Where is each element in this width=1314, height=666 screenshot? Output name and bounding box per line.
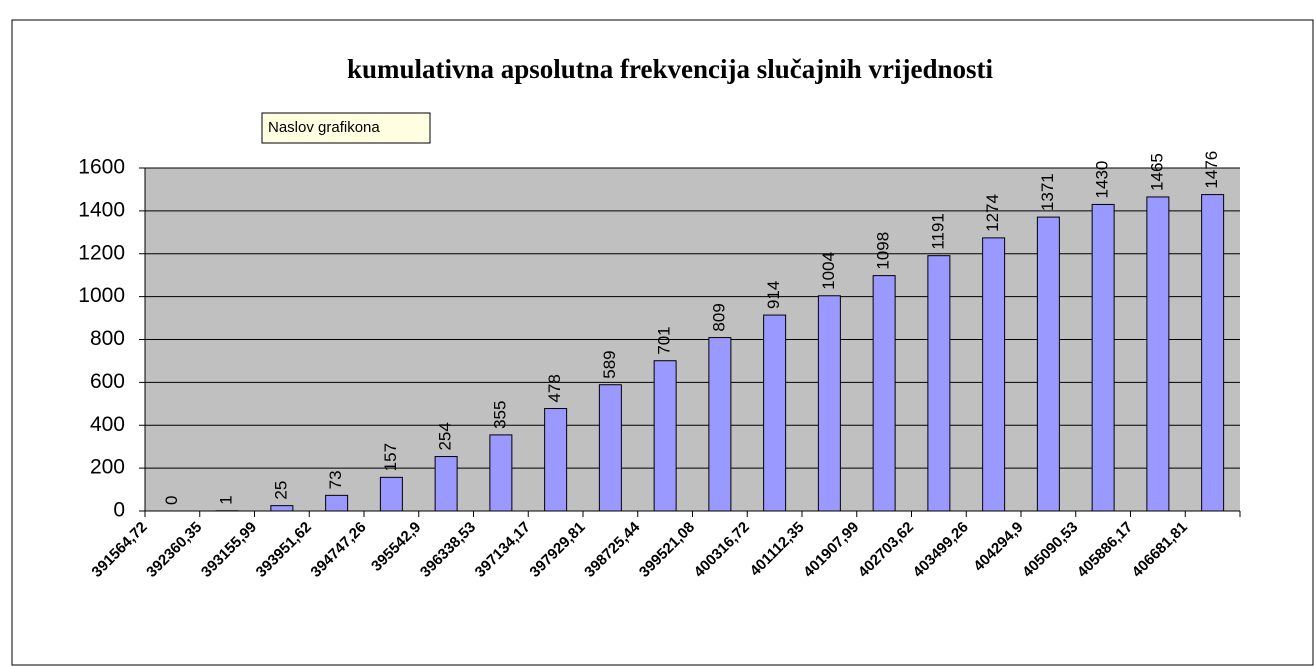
data-label: 254 <box>436 422 455 450</box>
y-tick-label: 1000 <box>78 284 125 307</box>
data-label: 1098 <box>874 232 893 270</box>
y-tick-label: 200 <box>90 456 125 479</box>
tooltip-box <box>261 112 431 144</box>
bar <box>927 255 951 512</box>
data-label: 914 <box>764 281 783 309</box>
bar <box>1201 194 1225 512</box>
bar <box>872 275 896 512</box>
data-label: 1274 <box>983 194 1002 232</box>
bar <box>598 384 622 512</box>
data-label: 73 <box>326 470 345 489</box>
data-label: 1004 <box>819 252 838 290</box>
data-label: 157 <box>381 443 400 471</box>
data-label: 1430 <box>1093 161 1112 199</box>
data-label: 809 <box>709 303 728 331</box>
data-label: 0 <box>162 496 181 505</box>
bar <box>1036 216 1060 512</box>
chart-title: kumulativna apsolutna frekvencija slučaj… <box>347 54 994 84</box>
data-label: 1371 <box>1038 173 1057 211</box>
bar <box>1146 196 1170 512</box>
bar <box>1091 203 1115 512</box>
y-tick-label: 0 <box>113 499 125 522</box>
data-label: 1 <box>217 495 236 504</box>
bar <box>489 434 513 512</box>
data-label: 25 <box>271 481 290 500</box>
data-label: 478 <box>545 374 564 402</box>
y-tick-label: 800 <box>90 327 125 350</box>
data-label: 701 <box>655 326 674 354</box>
y-tick-label: 1200 <box>78 241 125 264</box>
y-tick-label: 400 <box>90 413 125 436</box>
tooltip: Naslov grafikona <box>268 119 380 136</box>
bar <box>982 237 1006 512</box>
bar <box>270 505 294 512</box>
y-tick-label: 600 <box>90 370 125 393</box>
bar <box>379 476 403 512</box>
bar <box>325 494 349 512</box>
bar <box>544 408 568 512</box>
bar <box>708 337 732 512</box>
y-tick-label: 1600 <box>78 156 125 179</box>
data-label: 589 <box>600 350 619 378</box>
bar <box>653 360 677 512</box>
bar <box>434 456 458 512</box>
data-label: 1191 <box>928 213 947 250</box>
data-label: 1465 <box>1147 153 1166 191</box>
y-tick-label: 1400 <box>78 198 125 221</box>
data-label: 1476 <box>1202 151 1221 189</box>
bar <box>763 314 787 512</box>
bar <box>817 295 841 512</box>
data-label: 355 <box>490 401 509 429</box>
